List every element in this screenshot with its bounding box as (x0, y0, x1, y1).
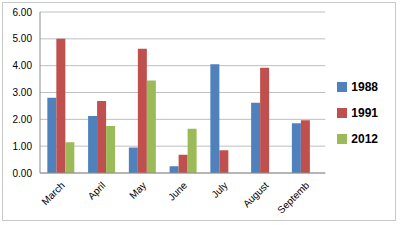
svg-text:4.00: 4.00 (13, 60, 33, 71)
svg-text:July: July (209, 180, 229, 200)
svg-text:6.00: 6.00 (13, 7, 33, 18)
svg-text:May: May (127, 180, 148, 201)
svg-text:March: March (39, 180, 66, 207)
svg-text:April: April (86, 180, 108, 202)
html-text:1988: 1988 (351, 79, 378, 94)
svg-text:June: June (166, 179, 189, 202)
svg-text:5.00: 5.00 (13, 33, 33, 44)
svg-text:2.00: 2.00 (13, 114, 33, 125)
svg-text:August: August (241, 180, 271, 210)
svg-text:Septemb: Septemb (275, 179, 311, 215)
html-text:2012: 2012 (351, 131, 378, 146)
svg-text:3.00: 3.00 (13, 87, 33, 98)
svg-text:1.00: 1.00 (13, 141, 33, 152)
svg-text:0.00: 0.00 (13, 168, 33, 179)
html-text:1991: 1991 (351, 105, 378, 120)
